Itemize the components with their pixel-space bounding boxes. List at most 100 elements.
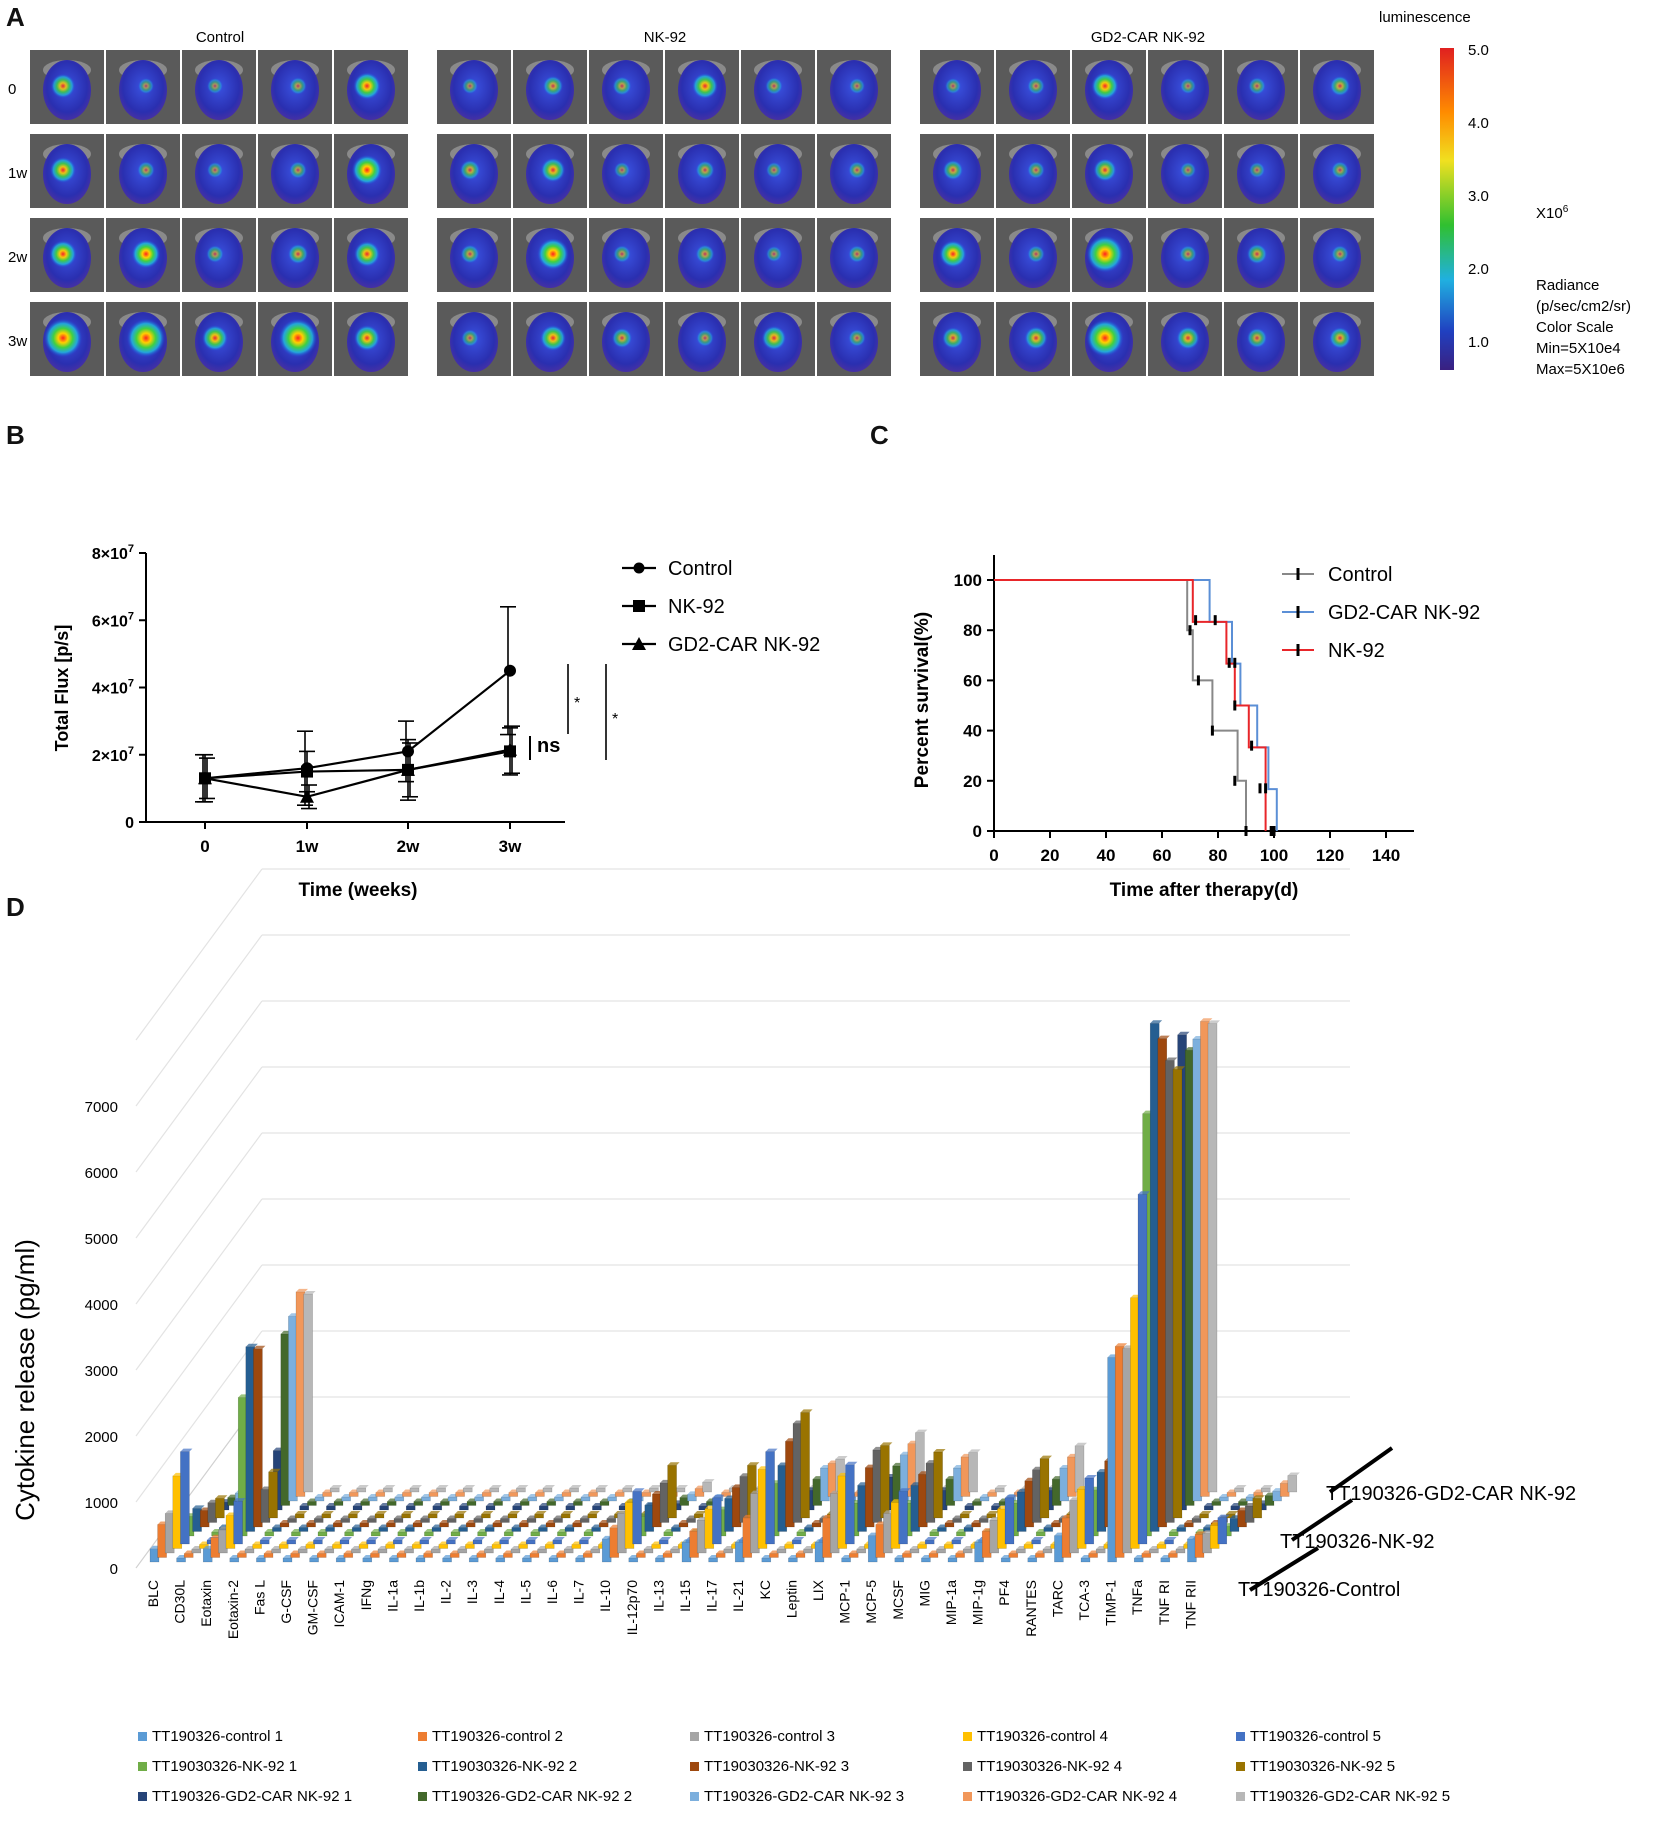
cytokine-bar-top: [378, 1546, 390, 1550]
cytokine-bar: [431, 1527, 442, 1532]
cytokine-bar-top: [473, 1515, 486, 1519]
cytokine-bar: [587, 1513, 598, 1519]
cytokine-bar: [1043, 1527, 1054, 1532]
cytokine-bar-top: [486, 1503, 498, 1507]
cytokine-bar-top: [1077, 1486, 1090, 1490]
cytokine-bar-top: [518, 1541, 531, 1545]
cytokine-bar: [427, 1513, 438, 1519]
cytokine-bar: [1272, 1490, 1282, 1502]
legend-label: TT19030326-NK-92 5: [1250, 1758, 1395, 1775]
cytokine-bar-top: [929, 1550, 941, 1554]
cytokine-bar-top: [492, 1520, 505, 1524]
cytokine-bar: [1195, 1531, 1206, 1537]
cytokine-bar-top: [695, 1485, 707, 1489]
cytokine-bar-top: [712, 1494, 725, 1498]
tumor-signal-spot: [765, 77, 783, 95]
cytokine-bar-top: [1067, 1453, 1080, 1457]
cytokine-bar: [397, 1531, 408, 1537]
cytokine-bar: [592, 1505, 602, 1511]
cytokine-bar: [297, 1548, 308, 1554]
cytokine-bar: [785, 1440, 795, 1528]
cytokine-bar: [880, 1445, 890, 1519]
mouse-image-tile: [817, 50, 891, 124]
cytokine-bar: [580, 1496, 591, 1502]
cytokine-bar-top: [705, 1520, 718, 1524]
cytokine-bar-top: [1185, 1047, 1198, 1051]
mouse-image-tile: [334, 50, 408, 124]
cytokine-bar-top: [467, 1498, 479, 1502]
y-tick-label: 6000: [85, 1165, 118, 1182]
cytokine-bar: [202, 1548, 213, 1563]
cytokine-bar-top: [1130, 1294, 1143, 1298]
category-label: G-CSF: [278, 1580, 294, 1624]
cytokine-bar: [510, 1548, 521, 1554]
mouse-image-tile: [1224, 134, 1298, 208]
cytokine-bar: [492, 1522, 503, 1528]
cytokine-bar: [598, 1522, 609, 1528]
cytokine-bar-top: [755, 1485, 768, 1489]
cytokine-bar: [917, 1544, 927, 1549]
cytokine-bar-top: [290, 1550, 303, 1554]
cytokine-bar-top: [951, 1537, 964, 1541]
cytokine-bar: [801, 1492, 811, 1497]
legend-label: TT190326-control 5: [1250, 1728, 1381, 1745]
cytokine-bar-top: [964, 1524, 976, 1528]
cytokine-bar-top: [1158, 1498, 1171, 1502]
cytokine-bar: [1089, 1489, 1099, 1537]
data-point: [504, 745, 516, 758]
mouse-image-tile: [258, 134, 332, 208]
cytokine-bar: [272, 1527, 282, 1532]
cytokine-bar: [348, 1513, 358, 1519]
cytokine-bar-top: [499, 1537, 512, 1541]
tumor-signal-spot: [939, 240, 967, 268]
colorbar: [1440, 48, 1454, 370]
category-label: MIP-1g: [970, 1580, 986, 1625]
mouse-image-tile: [513, 218, 587, 292]
cytokine-bar: [617, 1527, 628, 1532]
cytokine-bar-top: [915, 1429, 928, 1433]
cytokine-bar: [716, 1509, 727, 1537]
tumor-signal-spot: [206, 77, 224, 95]
cytokine-bar-top: [200, 1507, 213, 1511]
cytokine-bar: [839, 1501, 849, 1506]
cytokine-bar-top: [356, 1485, 369, 1489]
cytokine-bar: [252, 1544, 262, 1549]
cytokine-bar: [1234, 1487, 1244, 1493]
cytokine-bar: [1194, 1534, 1205, 1558]
cytokine-bar-top: [535, 1489, 548, 1493]
group-title: Control: [196, 29, 244, 46]
category-label: Fas L: [251, 1580, 267, 1615]
cytokine-bar: [1104, 1460, 1114, 1528]
cytokine-bar-top: [1105, 1498, 1118, 1502]
cytokine-bar: [628, 1557, 639, 1563]
colorbar-legend-line: (p/sec/cm2/sr): [1536, 298, 1631, 315]
cytokine-bar-top: [273, 1447, 286, 1451]
mouse-image-tile: [1072, 302, 1146, 376]
cytokine-bar: [899, 1454, 910, 1502]
cytokine-bar-top: [157, 1521, 170, 1525]
tumor-signal-spot: [848, 329, 866, 347]
cytokine-bar-top: [199, 1541, 212, 1545]
mouse-image-tile: [106, 50, 180, 124]
cytokine-bar: [871, 1539, 882, 1545]
cytokine-bar: [333, 1501, 344, 1506]
cytokine-bar-top: [397, 1550, 409, 1554]
depth-group-marker: [1328, 1446, 1394, 1494]
cytokine-bar: [264, 1531, 275, 1537]
cytokine-bar-top: [1181, 1485, 1194, 1489]
cytokine-bar: [233, 1500, 243, 1545]
cytokine-bar-top: [571, 1541, 584, 1545]
cytokine-bar-top: [404, 1546, 417, 1550]
cytokine-bar-top: [1128, 1485, 1141, 1489]
mouse-image-tile: [182, 302, 256, 376]
cytokine-bar: [409, 1487, 420, 1493]
cytokine-bar-top: [1024, 1541, 1036, 1545]
y-tick-label: 20: [963, 772, 982, 791]
cytokine-bar-top: [1088, 1550, 1101, 1554]
cytokine-bar: [229, 1557, 240, 1563]
cytokine-bar-top: [1044, 1487, 1057, 1491]
legend-swatch: [690, 1762, 699, 1771]
cytokine-bar: [708, 1557, 718, 1563]
mouse-image-tile: [920, 302, 994, 376]
depth-group-label: TT190326-Control: [1238, 1579, 1400, 1601]
